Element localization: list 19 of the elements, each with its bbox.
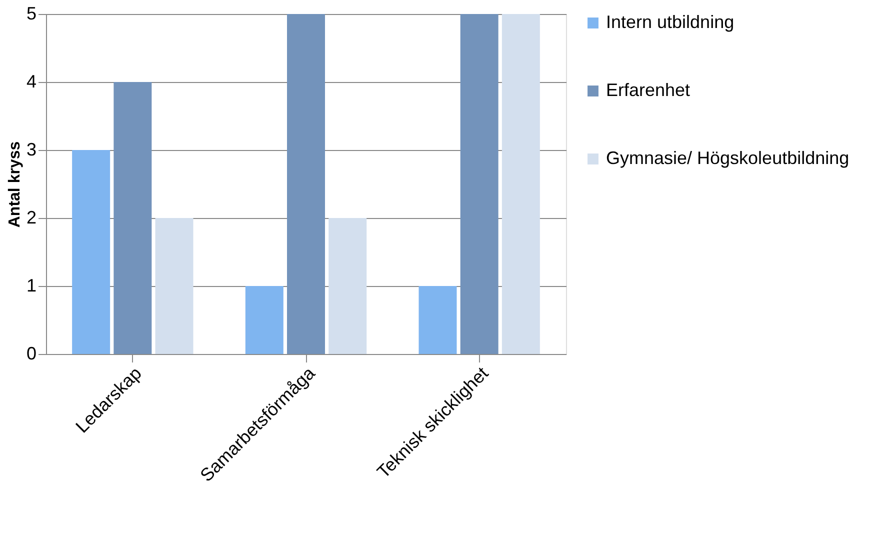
y-tick-label: 1 (26, 276, 36, 296)
bar (502, 14, 540, 354)
y-tick-label: 5 (26, 4, 36, 24)
legend-label: Gymnasie/ Högskoleutbildning (606, 148, 850, 168)
y-tick-label: 4 (26, 72, 36, 92)
y-axis-title: Antal kryss (6, 141, 24, 228)
bar (114, 82, 152, 354)
bar (418, 286, 457, 354)
y-tick-label: 3 (26, 140, 36, 160)
legend-label: Erfarenhet (606, 80, 690, 100)
bar (155, 218, 194, 354)
y-tick-label: 0 (26, 344, 36, 364)
y-tick-label: 2 (26, 208, 36, 228)
bar (460, 14, 498, 354)
bar (287, 14, 325, 354)
bar (328, 218, 367, 354)
bar (245, 286, 284, 354)
legend-label: Intern utbildning (606, 12, 734, 32)
bar (72, 150, 110, 354)
